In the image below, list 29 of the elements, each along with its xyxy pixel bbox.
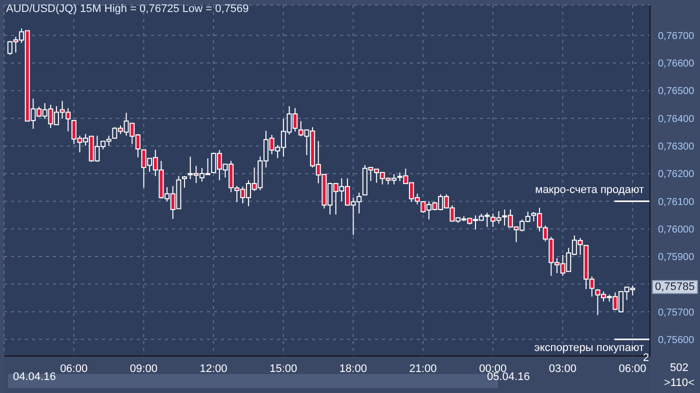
candlestick <box>182 176 188 188</box>
y-tick-label: 0,76200 <box>658 169 695 180</box>
x-tick-label: 12:00 <box>200 362 228 375</box>
y-tick-label: 0,76100 <box>658 196 695 208</box>
y-tick-label: 0,76000 <box>658 224 695 236</box>
x-tick-label: 06:00 <box>60 362 88 375</box>
x-tick-label: 03:00 <box>548 362 576 375</box>
x-tick-label: 09:00 <box>130 362 158 375</box>
y-tick-label: 0,76500 <box>658 86 695 98</box>
text: 04.04.16 <box>13 371 56 383</box>
text: >110< <box>664 377 694 389</box>
y-tick-label: 0,76600 <box>658 58 695 70</box>
y-tick-label: 0,75900 <box>658 252 695 264</box>
y-tick-label: 0,76700 <box>658 30 695 42</box>
x-tick-label: 15:00 <box>270 362 298 375</box>
x-tick-label: 06:00 <box>618 362 646 375</box>
y-tick-label: 0,76400 <box>658 114 695 125</box>
ref-line-label: макро-счета продают <box>535 184 644 196</box>
text: 05.04.16 <box>487 371 530 383</box>
y-tick-label: 0,75600 <box>658 334 695 346</box>
y-tick-label: 0,76300 <box>658 142 695 153</box>
annotation: 2 <box>643 352 650 364</box>
x-tick-label: 18:00 <box>339 362 367 375</box>
y-tick-label: 0,75700 <box>658 307 695 318</box>
annotation: 0,75785 <box>652 280 698 294</box>
x-tick-label: 21:00 <box>409 362 437 375</box>
ref-line-label: экспортеры покупают <box>534 342 644 354</box>
text: 502 <box>670 362 688 374</box>
chart-title: AUD/USD(JQ) 15M High = 0,76725 Low = 0,7569 <box>6 3 249 15</box>
